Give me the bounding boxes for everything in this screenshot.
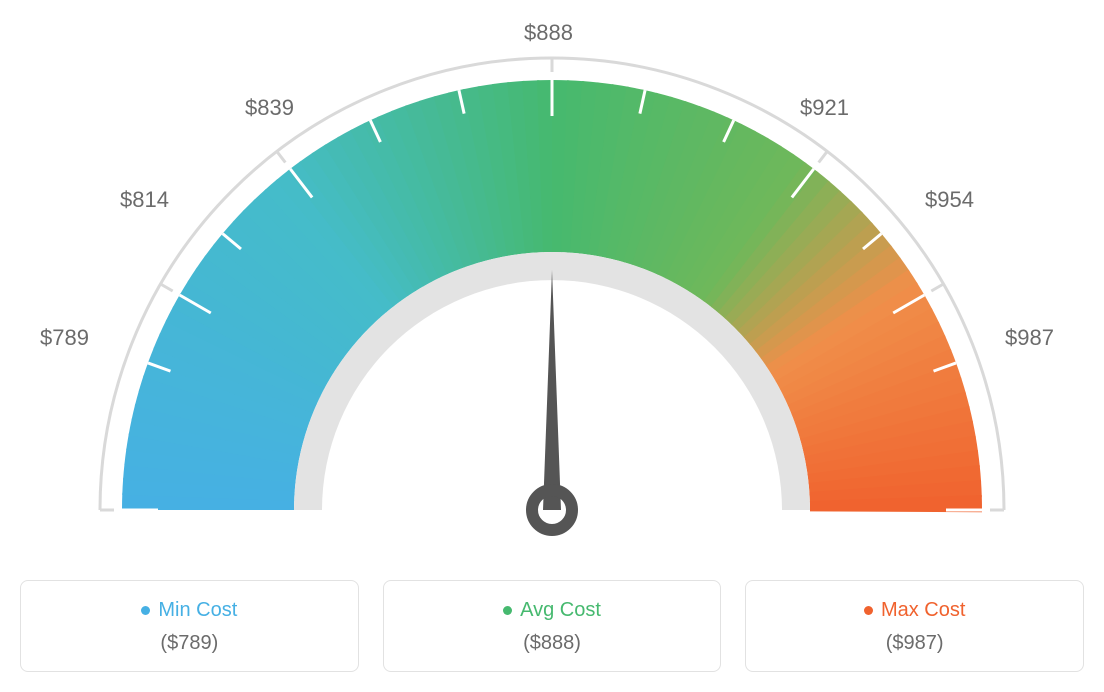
legend-title-min: Min Cost xyxy=(141,599,237,622)
gauge-needle xyxy=(543,270,561,510)
gauge-tick-label: $789 xyxy=(40,325,89,351)
legend-title-text-max: Max Cost xyxy=(881,599,965,622)
legend-value-avg: ($888) xyxy=(394,632,711,655)
legend-card-avg: Avg Cost ($888) xyxy=(383,580,722,672)
gauge-tick-label: $954 xyxy=(925,187,974,213)
cost-gauge: $789 $814 $839 $888 $921 $954 $987 xyxy=(20,20,1084,550)
gauge-tick-label: $921 xyxy=(800,95,849,121)
legend-title-avg: Avg Cost xyxy=(503,599,601,622)
legend-dot-max xyxy=(864,606,873,615)
legend-card-min: Min Cost ($789) xyxy=(20,580,359,672)
legend-value-min: ($789) xyxy=(31,632,348,655)
legend-value-max: ($987) xyxy=(756,632,1073,655)
legend-card-max: Max Cost ($987) xyxy=(745,580,1084,672)
legend-title-text-min: Min Cost xyxy=(158,599,237,622)
legend-title-text-avg: Avg Cost xyxy=(520,599,601,622)
gauge-svg xyxy=(20,20,1084,550)
gauge-tick-label: $814 xyxy=(120,187,169,213)
gauge-tick-label: $888 xyxy=(524,20,573,46)
gauge-tick-label: $839 xyxy=(245,95,294,121)
legend-dot-min xyxy=(141,606,150,615)
legend-row: Min Cost ($789) Avg Cost ($888) Max Cost ($98… xyxy=(20,580,1084,672)
legend-title-max: Max Cost xyxy=(864,599,965,622)
gauge-tick-label: $987 xyxy=(1005,325,1054,351)
legend-dot-avg xyxy=(503,606,512,615)
